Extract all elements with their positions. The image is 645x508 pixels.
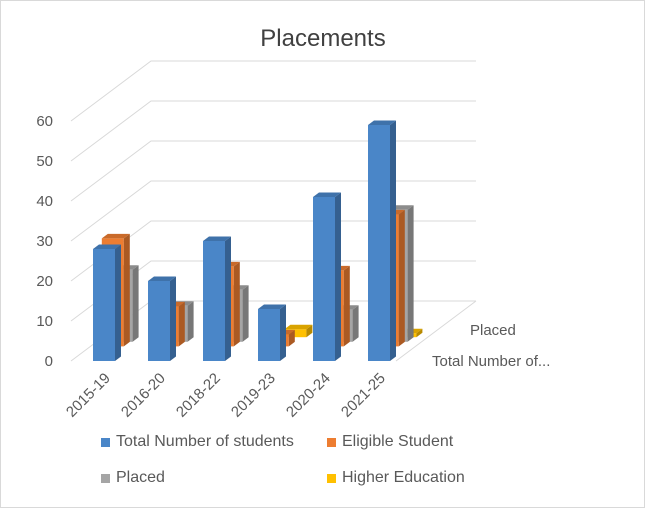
floor-edge [395,300,477,362]
y-tick-label: 50 [36,153,53,170]
legend-label-eligible: Eligible Student [342,433,454,450]
legend-item-eligible: Eligible Student [327,433,453,451]
x-axis-ticks: 2015-19 2016-20 2018-22 2019-23 2020-24 2021-… [63,370,389,421]
legend-item-placed: Placed [101,469,165,487]
bars [93,120,423,361]
x-tick-label: 2021-25 [338,370,389,421]
depth-label-total: Total Number of... [432,353,550,370]
bar-total-number-of-students-2019-23 [258,304,286,361]
legend-label-total: Total Number of students [116,433,294,450]
legend-swatch-total [101,437,110,447]
bar-total-number-of-students-2015-19 [93,244,121,361]
legend-item-total: Total Number of students [101,433,294,451]
gridline [70,60,476,122]
y-tick-label: 60 [36,113,53,130]
x-tick-label: 2015-19 [63,370,114,421]
y-tick-label: 0 [45,353,53,370]
legend-item-higher-education: Higher Education [327,469,465,487]
y-tick-label: 30 [36,233,53,250]
y-axis-ticks: 0 10 20 30 40 50 60 [36,113,53,370]
legend-label-higher-education: Higher Education [342,469,465,486]
x-tick-label: 2016-20 [118,370,169,421]
depth-label-placed: Placed [470,322,516,339]
x-tick-label: 2020-24 [283,370,334,421]
gridline [70,140,476,202]
y-tick-label: 10 [36,313,53,330]
bar-higher-education-2019-23 [284,324,313,338]
legend-label-placed: Placed [116,469,165,486]
gridline [70,100,476,162]
chart-title: Placements [260,25,385,52]
legend-swatch-eligible [327,437,336,447]
y-tick-label: 20 [36,273,53,290]
x-tick-label: 2018-22 [173,370,224,421]
bar-total-number-of-students-2020-24 [313,192,341,361]
y-tick-label: 40 [36,193,53,210]
gridline [70,180,476,242]
x-tick-label: 2019-23 [228,370,279,421]
legend-swatch-higher-education [327,473,336,483]
bar-total-number-of-students-2021-25 [368,120,396,361]
bar-total-number-of-students-2018-22 [203,236,231,361]
legend-swatch-placed [101,473,110,483]
bar-total-number-of-students-2016-20 [148,276,176,361]
